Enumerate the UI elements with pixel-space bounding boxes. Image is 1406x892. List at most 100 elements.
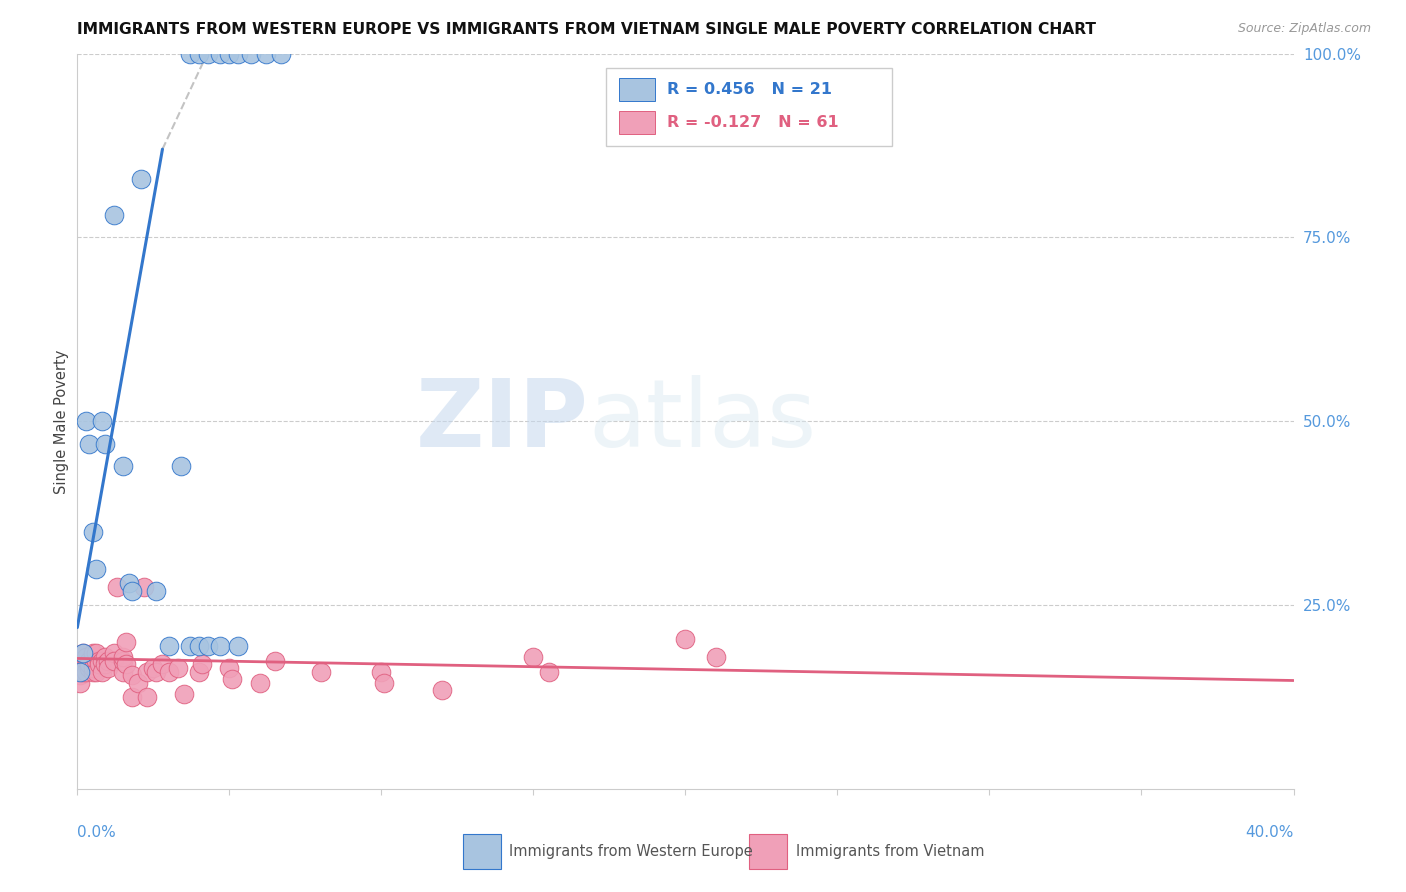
Point — [103, 646, 125, 660]
Point — [121, 690, 143, 705]
Text: 0.0%: 0.0% — [77, 825, 117, 840]
FancyBboxPatch shape — [463, 834, 501, 869]
FancyBboxPatch shape — [619, 78, 655, 102]
Point — [239, 46, 262, 61]
Point — [82, 646, 104, 660]
Point — [79, 436, 101, 450]
Point — [136, 690, 159, 705]
Point — [84, 665, 107, 679]
Text: Source: ZipAtlas.com: Source: ZipAtlas.com — [1237, 22, 1371, 36]
Point — [111, 665, 134, 679]
Point — [228, 639, 250, 653]
Point — [179, 639, 201, 653]
Point — [75, 654, 97, 668]
Point — [82, 661, 104, 675]
Point — [254, 46, 277, 61]
Point — [72, 646, 94, 660]
Point — [173, 687, 195, 701]
Point — [209, 639, 232, 653]
Point — [537, 665, 560, 679]
Point — [145, 583, 167, 598]
Point — [93, 657, 115, 672]
Point — [115, 657, 138, 672]
Point — [129, 171, 152, 186]
Point — [157, 639, 180, 653]
Point — [166, 661, 188, 675]
Text: ZIP: ZIP — [415, 376, 588, 467]
Point — [72, 661, 94, 675]
Point — [75, 665, 97, 679]
Point — [188, 639, 211, 653]
Point — [197, 639, 219, 653]
Point — [72, 646, 94, 660]
Point — [309, 665, 332, 679]
Point — [221, 672, 243, 686]
Point — [69, 675, 91, 690]
Point — [69, 665, 91, 679]
Point — [90, 415, 112, 429]
Point — [264, 654, 287, 668]
Point — [197, 46, 219, 61]
FancyBboxPatch shape — [606, 69, 893, 145]
Text: R = -0.127   N = 61: R = -0.127 N = 61 — [668, 115, 839, 130]
Point — [90, 654, 112, 668]
Point — [188, 665, 211, 679]
Point — [675, 632, 697, 646]
Point — [84, 646, 107, 660]
Point — [90, 665, 112, 679]
Point — [432, 683, 454, 698]
Text: R = 0.456   N = 21: R = 0.456 N = 21 — [668, 82, 832, 97]
Point — [142, 661, 165, 675]
Point — [522, 649, 544, 664]
Point — [270, 46, 292, 61]
Text: Immigrants from Western Europe: Immigrants from Western Europe — [509, 844, 752, 859]
Point — [152, 657, 174, 672]
Y-axis label: Single Male Poverty: Single Male Poverty — [53, 350, 69, 493]
Point — [69, 665, 91, 679]
Text: atlas: atlas — [588, 376, 817, 467]
Point — [115, 635, 138, 649]
Point — [97, 654, 120, 668]
Point — [111, 458, 134, 473]
Point — [84, 654, 107, 668]
Point — [136, 665, 159, 679]
Point — [228, 46, 250, 61]
Point — [75, 649, 97, 664]
Point — [373, 675, 395, 690]
Text: Immigrants from Vietnam: Immigrants from Vietnam — [796, 844, 984, 859]
Point — [121, 583, 143, 598]
Point — [111, 649, 134, 664]
Point — [170, 458, 193, 473]
Point — [134, 580, 156, 594]
Point — [121, 668, 143, 682]
Text: 40.0%: 40.0% — [1246, 825, 1294, 840]
Point — [87, 654, 110, 668]
Point — [179, 46, 201, 61]
Point — [72, 665, 94, 679]
Text: IMMIGRANTS FROM WESTERN EUROPE VS IMMIGRANTS FROM VIETNAM SINGLE MALE POVERTY CO: IMMIGRANTS FROM WESTERN EUROPE VS IMMIGR… — [77, 22, 1097, 37]
Point — [82, 665, 104, 679]
Point — [157, 665, 180, 679]
Point — [93, 649, 115, 664]
Point — [370, 665, 392, 679]
Point — [79, 661, 101, 675]
Point — [84, 562, 107, 576]
Point — [188, 46, 211, 61]
Point — [87, 657, 110, 672]
Point — [105, 580, 128, 594]
Point — [69, 668, 91, 682]
Point — [75, 415, 97, 429]
Point — [218, 46, 240, 61]
Point — [111, 654, 134, 668]
Point — [218, 661, 240, 675]
Point — [209, 46, 232, 61]
Point — [103, 209, 125, 223]
Point — [69, 654, 91, 668]
Point — [97, 661, 120, 675]
Point — [145, 665, 167, 679]
FancyBboxPatch shape — [619, 111, 655, 135]
Point — [79, 657, 101, 672]
Point — [103, 654, 125, 668]
Point — [249, 675, 271, 690]
Point — [127, 675, 149, 690]
